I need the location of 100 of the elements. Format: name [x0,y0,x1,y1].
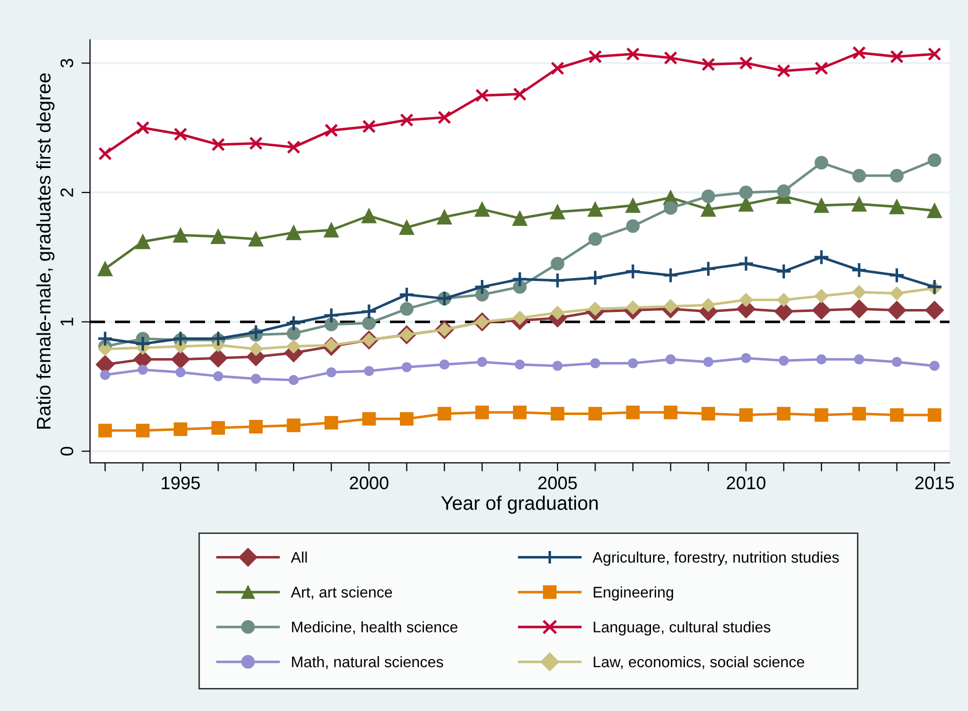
y-axis-title: Ratio female-male, graduates first degree [36,73,54,429]
point [702,190,716,204]
point [438,406,452,421]
point [664,51,678,65]
point [852,285,866,300]
point [474,202,490,217]
point [402,362,412,372]
point [400,412,414,426]
point [326,367,336,378]
point [624,263,642,280]
legend-label: Art, art science [290,586,392,600]
point [98,424,112,438]
point [664,406,678,420]
point [475,88,489,102]
point [210,228,226,244]
legend-label: All [290,552,307,563]
point [550,61,564,76]
point [171,350,190,369]
legend-label: Agriculture, forestry, nutrition studies [592,552,839,566]
point [550,204,566,220]
legend-label: Law, economics, social science [594,656,804,670]
point [703,356,714,368]
point [588,232,602,246]
point [399,220,414,235]
point [812,300,831,320]
legend-label: Medicine, health science [292,621,458,634]
point [925,300,944,320]
point [286,140,300,154]
point [700,202,716,217]
point [96,330,114,347]
point [852,46,866,60]
point [100,370,110,380]
point [213,371,224,382]
point [701,298,716,312]
point [362,412,376,426]
point [887,300,906,320]
point [850,300,869,318]
point [626,219,640,233]
point [211,421,226,435]
point [513,87,527,101]
point [208,348,228,368]
x-axis-title: Year of graduation [441,496,598,514]
point [890,408,904,422]
point [778,356,789,366]
point [814,156,828,170]
point [813,248,830,266]
point [816,354,826,364]
point [625,198,640,213]
point [927,203,942,218]
point [852,406,866,421]
point [249,136,263,150]
point [588,202,603,217]
point [854,354,864,364]
point [250,374,261,384]
point [438,110,452,124]
point [323,307,340,324]
point [513,406,527,420]
point [285,314,302,332]
point [776,406,791,421]
point [360,303,378,320]
point [512,210,528,226]
point [211,138,226,152]
point [248,342,263,356]
x-tick-label: 2010 [726,476,766,490]
point [928,47,942,61]
y-tick-label: 1 [60,318,74,326]
point [362,120,376,134]
point [890,286,904,300]
point [324,416,338,430]
point [248,324,264,340]
point [852,196,867,212]
point [814,408,828,422]
point [172,330,189,347]
point [739,56,753,70]
point [587,270,604,286]
point [700,260,717,277]
point [174,127,188,142]
x-tick-label: 2015 [915,476,954,490]
point [362,316,376,330]
point [286,225,302,240]
point [514,359,525,370]
y-tick-label: 3 [60,58,74,68]
point [173,228,188,243]
point [664,201,678,215]
point [474,278,490,296]
point [324,124,338,138]
point [814,289,828,303]
point [702,58,716,72]
point [138,364,148,375]
point [666,354,676,364]
point [740,353,752,364]
legend-label: Engineering [594,586,674,601]
point [135,234,150,250]
point [400,302,414,316]
point [477,356,488,368]
point [136,120,150,135]
point [702,406,716,421]
point [929,360,940,371]
point [776,184,791,198]
point [776,64,791,78]
